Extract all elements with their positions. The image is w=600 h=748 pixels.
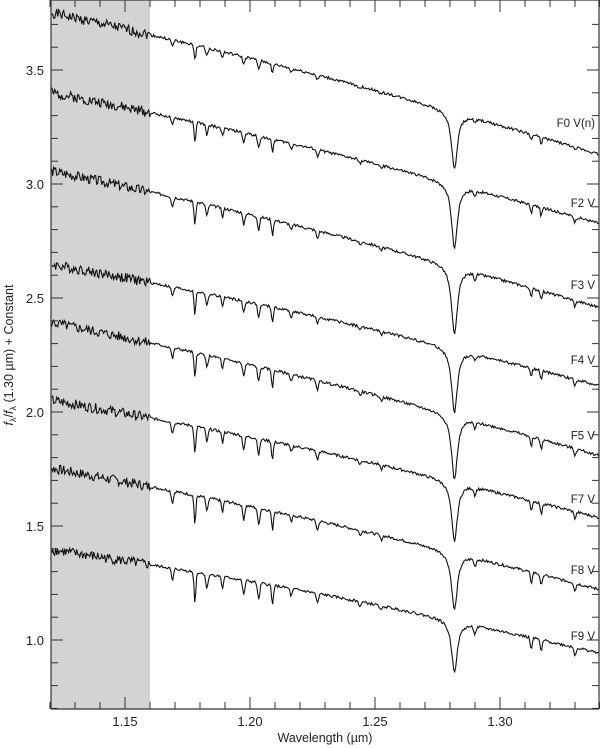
y-tick-label: 2.0: [26, 405, 44, 420]
spectrum-line: [51, 394, 599, 542]
y-tick-label: 1.5: [26, 519, 44, 534]
x-tick-label: 1.15: [112, 714, 137, 729]
shaded-region: [51, 0, 150, 709]
y-tick-label: 1.0: [26, 633, 44, 648]
series-label: F5 V: [571, 430, 596, 442]
y-tick-label: 3.0: [26, 177, 44, 192]
series-label: F0 V(n): [557, 118, 596, 130]
series-label: F3 V: [571, 280, 596, 292]
x-tick-label: 1.20: [237, 714, 262, 729]
series-label: F2 V: [571, 198, 596, 210]
y-tick-label: 2.5: [26, 291, 44, 306]
series-label: F9 V: [571, 631, 596, 643]
spectrum-line: [51, 8, 599, 170]
spectrum-line: [51, 165, 599, 334]
x-axis-title: Wavelength (µm): [278, 731, 373, 745]
spectrum-line: [51, 546, 599, 674]
y-tick-label: 3.5: [26, 63, 44, 78]
axes: 1.15 1.20 1.25 1.30 1.0 1.5 2.0 2.5 3.0 3.5: [26, 0, 600, 729]
x-tick-label: 1.30: [487, 714, 512, 729]
plot-area: F0 V(n) F2 V F3 V F4 V F5 V F7 V F8 V F9 V: [51, 0, 600, 709]
series-label: F7 V: [571, 494, 596, 506]
spectrum-line: [51, 261, 599, 414]
series-label: F8 V: [571, 565, 596, 577]
spectra-series: [51, 8, 600, 674]
series-label: F4 V: [571, 355, 596, 367]
spectrum-line: [51, 318, 600, 480]
spectrum-line: [51, 464, 599, 611]
x-tick-label: 1.25: [362, 714, 387, 729]
series-labels: F0 V(n) F2 V F3 V F4 V F5 V F7 V F8 V F9 V: [557, 118, 596, 643]
y-axis-title: fλ/fλ (1.30 µm) + Constant: [2, 284, 18, 425]
spectrum-line: [51, 87, 599, 250]
